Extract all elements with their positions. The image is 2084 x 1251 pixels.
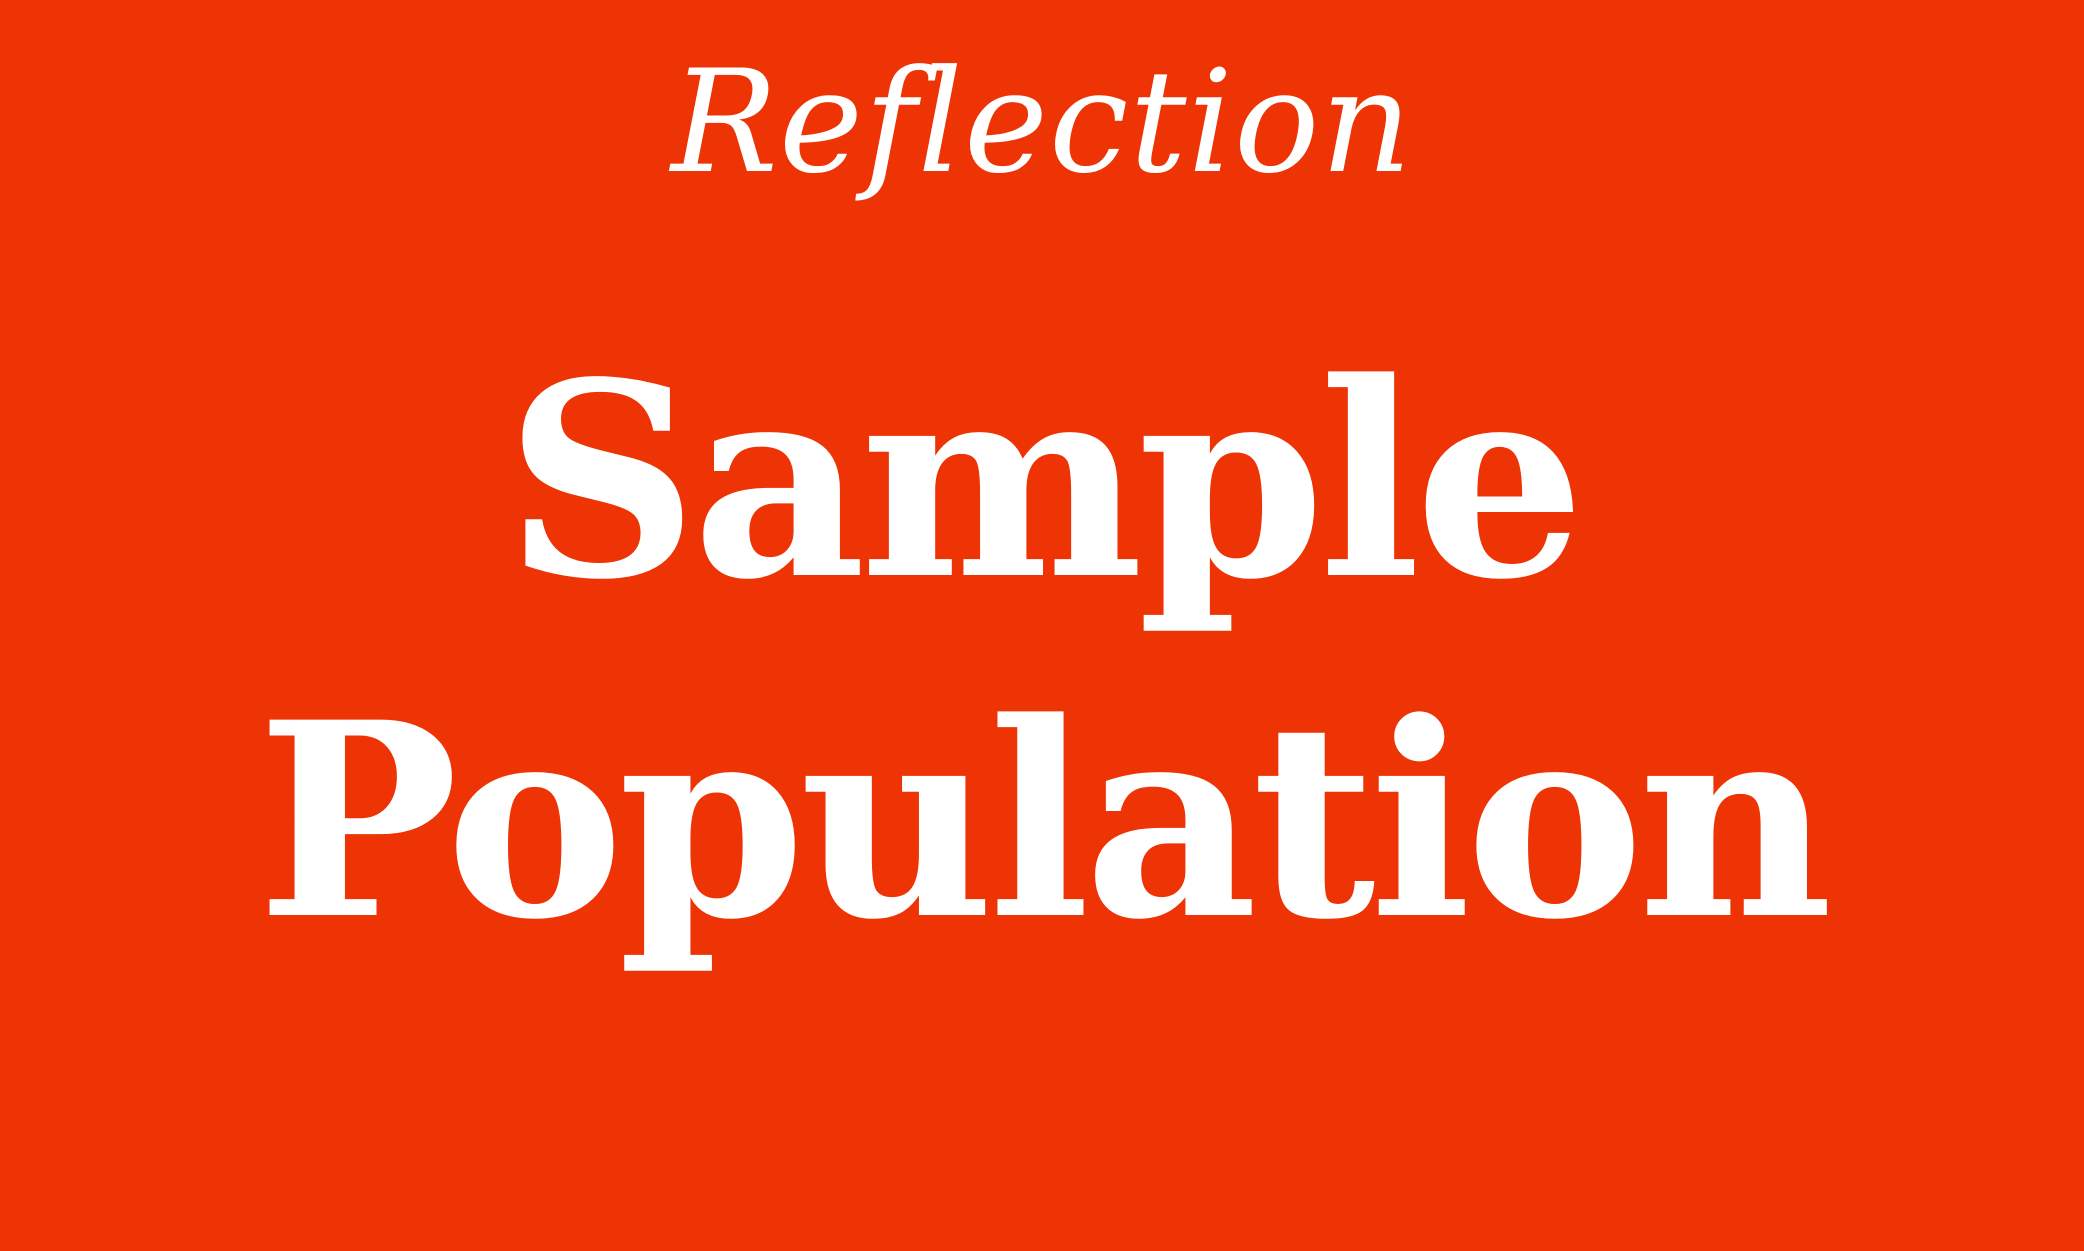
headline-line-2: Population [257, 664, 1833, 979]
kicker-text: Reflection [671, 40, 1413, 205]
headline-line-1: Sample [504, 324, 1585, 639]
headline: Sample Population [0, 312, 2084, 992]
